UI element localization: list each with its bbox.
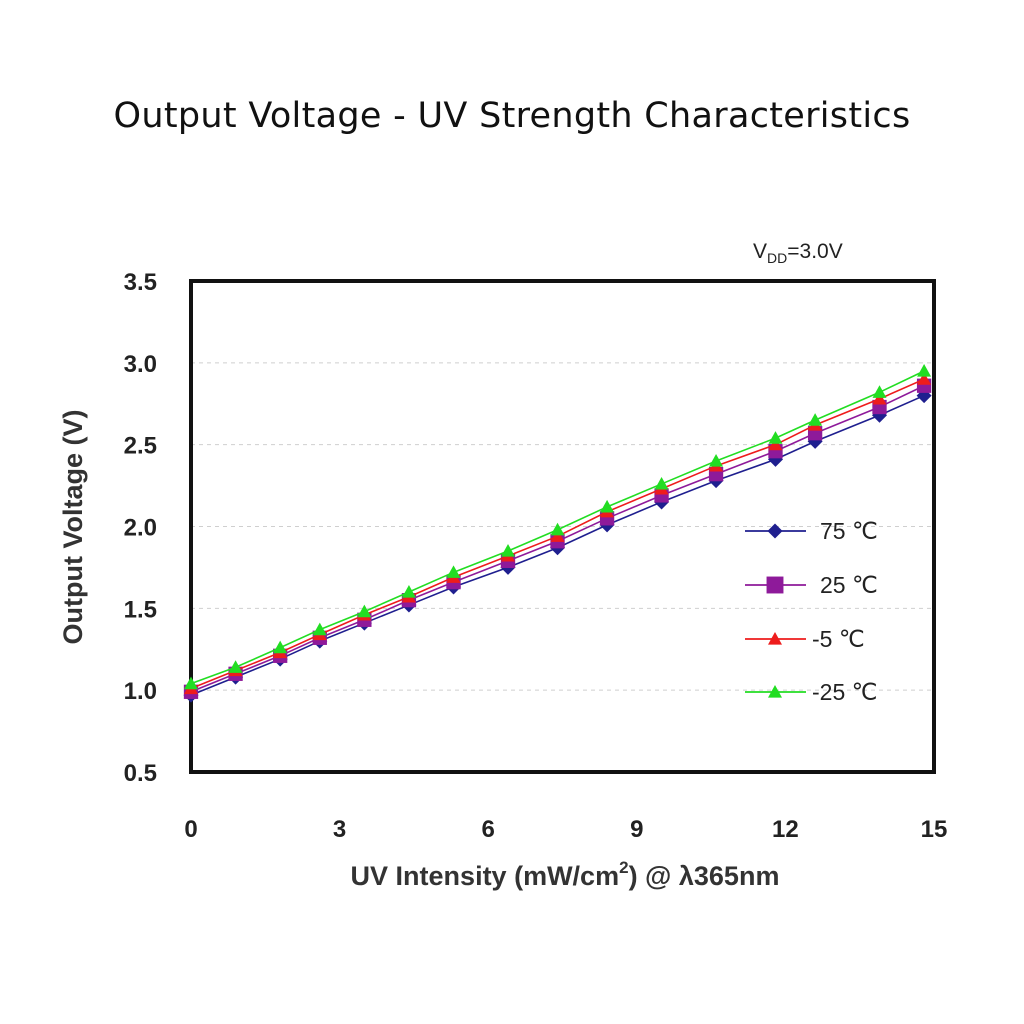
series-line xyxy=(190,370,925,685)
y-tick-label: 1.0 xyxy=(124,678,157,705)
data-point xyxy=(872,391,887,405)
legend-marker xyxy=(768,632,782,645)
series-line xyxy=(190,385,925,693)
x-tick-label: 12 xyxy=(772,816,799,843)
y-tick-labels: 0.5 1.0 1.5 2.0 2.5 3.0 3.5 xyxy=(124,269,157,787)
x-tick-label: 3 xyxy=(333,816,346,843)
legend-marker xyxy=(767,523,783,539)
data-point xyxy=(768,431,783,444)
data-point xyxy=(357,604,372,618)
x-tick-label: 15 xyxy=(921,816,948,843)
y-tick-label: 2.0 xyxy=(124,515,157,542)
data-point xyxy=(184,676,198,690)
y-tick-label: 0.5 xyxy=(124,760,157,787)
legend: 75 ℃ 25 ℃ -5 ℃ -25 ℃ xyxy=(745,518,878,705)
data-point xyxy=(600,499,615,513)
legend-item: 25 ℃ xyxy=(745,572,878,598)
x-axis-label: UV Intensity (mW/cm2) @ λ365nm xyxy=(351,858,780,891)
data-point xyxy=(808,413,823,426)
x-tick-label: 9 xyxy=(630,816,643,843)
legend-marker xyxy=(766,576,784,594)
data-point xyxy=(654,476,669,490)
y-tick-label: 3.5 xyxy=(124,269,157,296)
data-point xyxy=(550,522,565,536)
x-tick-label: 0 xyxy=(184,816,197,843)
data-point xyxy=(273,640,288,654)
data-point xyxy=(401,584,416,598)
data-point xyxy=(768,437,783,451)
x-tick-label: 6 xyxy=(482,816,495,843)
legend-item: 75 ℃ xyxy=(745,518,878,544)
grid-lines xyxy=(191,362,934,691)
y-tick-label: 2.5 xyxy=(124,433,157,460)
vdd-annotation: VDD=3.0V xyxy=(753,240,843,266)
data-point xyxy=(917,364,932,377)
data-point xyxy=(872,385,887,398)
legend-marker xyxy=(768,685,782,698)
y-tick-label: 1.5 xyxy=(124,596,157,623)
series-line xyxy=(190,378,925,690)
legend-label: 25 ℃ xyxy=(820,572,878,598)
series-3 xyxy=(184,364,932,690)
legend-label: -5 ℃ xyxy=(812,626,865,652)
data-point xyxy=(709,454,724,467)
plot-frame xyxy=(189,279,936,774)
legend-item: -5 ℃ xyxy=(745,626,865,652)
legend-item: -25 ℃ xyxy=(745,679,877,705)
series-line xyxy=(190,394,925,696)
data-point xyxy=(501,544,516,557)
data-point xyxy=(550,529,565,542)
legend-label: -25 ℃ xyxy=(812,679,877,705)
y-tick-label: 3.0 xyxy=(124,351,157,378)
data-point xyxy=(917,372,932,385)
page-title: Output Voltage - UV Strength Characteris… xyxy=(113,96,911,136)
data-point xyxy=(446,565,461,578)
data-point xyxy=(312,622,327,636)
y-axis-label: Output Voltage (V) xyxy=(58,410,88,645)
data-point xyxy=(228,660,243,673)
x-tick-labels: 0 3 6 9 12 15 xyxy=(184,816,947,843)
series-layer xyxy=(183,364,932,703)
legend-label: 75 ℃ xyxy=(820,518,878,544)
